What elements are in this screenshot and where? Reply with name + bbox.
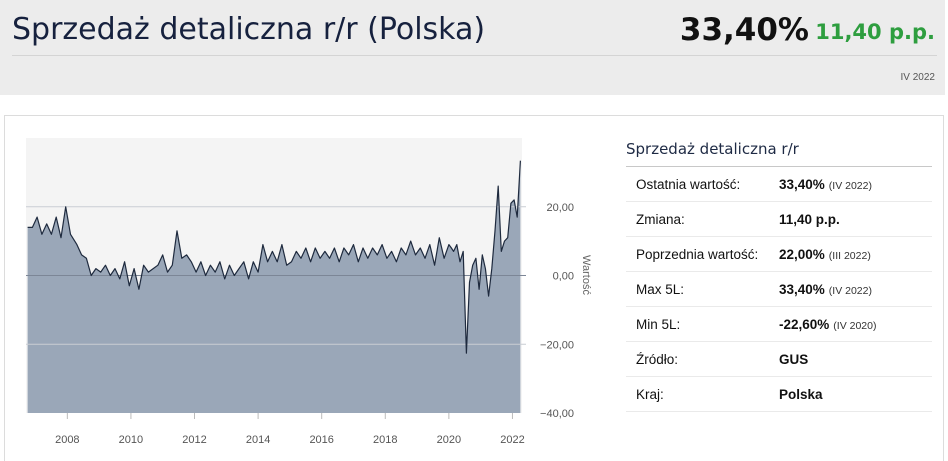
stats-value: 33,40% [779, 176, 825, 192]
stats-label: Ostatnia wartość: [626, 167, 779, 202]
stats-row: Max 5L: 33,40% (IV 2022) [626, 271, 932, 307]
stats-value: 22,00% [779, 246, 825, 262]
x-tick-label: 2014 [246, 434, 270, 446]
stats-value-cell: -22,60% (IV 2020) [779, 306, 932, 342]
stats-label: Kraj: [626, 376, 779, 412]
stats-title-divider [626, 166, 932, 167]
stats-value: 33,40% [779, 281, 825, 297]
x-tick-label: 2012 [182, 434, 206, 446]
stats-value-cell: 22,00% (III 2022) [779, 236, 932, 272]
y-tick-label: 0,00 [553, 271, 574, 283]
stats-value-cell: Polska [779, 376, 932, 412]
stats-value-cell: 11,40 p.p. [779, 201, 932, 237]
stats-label: Max 5L: [626, 271, 779, 307]
stats-table: Ostatnia wartość: 33,40% (IV 2022) Zmiana: 1… [626, 167, 932, 412]
stats-note: (IV 2020) [833, 319, 877, 332]
value-change: 11,40 p.p. [815, 20, 935, 44]
stats-row: Zmiana: 11,40 p.p. [626, 201, 932, 237]
x-tick-label: 2016 [309, 434, 333, 446]
stats-row: Poprzednia wartość: 22,00% (III 2022) [626, 236, 932, 272]
stats-row: Min 5L: -22,60% (IV 2020) [626, 306, 932, 342]
stats-note: (IV 2022) [828, 179, 872, 192]
x-tick-label: 2010 [119, 434, 143, 446]
stats-value: -22,60% [779, 316, 830, 332]
stats-label: Poprzednia wartość: [626, 236, 779, 272]
stats-note: (III 2022) [828, 249, 871, 262]
x-tick-label: 2022 [500, 434, 524, 446]
stats-value-cell: 33,40% (IV 2022) [779, 167, 932, 202]
header-bar: Sprzedaż detaliczna r/r (Polska) 33,40% … [0, 0, 945, 95]
stats-value: Polska [779, 386, 823, 402]
stats-label: Min 5L: [626, 306, 779, 342]
stats-value: GUS [779, 351, 809, 367]
series-line [27, 160, 521, 354]
page-title: Sprzedaż detaliczna r/r (Polska) [12, 12, 486, 47]
stats-title: Sprzedaż detaliczna r/r [626, 140, 799, 158]
x-tick-label: 2008 [55, 434, 79, 446]
retail-sales-chart: 20,00 0,00 −20,00 −40,00 2008 2010 2012 2014 20… [26, 138, 592, 446]
stats-value: 11,40 p.p. [779, 211, 840, 227]
stats-row: Źródło: GUS [626, 341, 932, 377]
stats-row: Ostatnia wartość: 33,40% (IV 2022) [626, 167, 932, 202]
x-tick-label: 2018 [373, 434, 397, 446]
stats-label: Zmiana: [626, 201, 779, 237]
series-area [27, 160, 521, 413]
y-tick-label: −20,00 [540, 339, 574, 351]
y-tick-label: −40,00 [540, 408, 574, 420]
y-axis-label: Wartość [580, 255, 592, 295]
current-value: 33,40% [679, 12, 809, 48]
x-tick-label: 2020 [437, 434, 461, 446]
stats-row: Kraj: Polska [626, 376, 932, 412]
stats-note: (IV 2022) [828, 284, 872, 297]
stats-label: Źródło: [626, 341, 779, 377]
header-divider [12, 55, 937, 56]
y-tick-label: 20,00 [546, 202, 574, 214]
period-label: IV 2022 [900, 72, 935, 83]
stats-value-cell: 33,40% (IV 2022) [779, 271, 932, 307]
stats-value-cell: GUS [779, 341, 932, 377]
